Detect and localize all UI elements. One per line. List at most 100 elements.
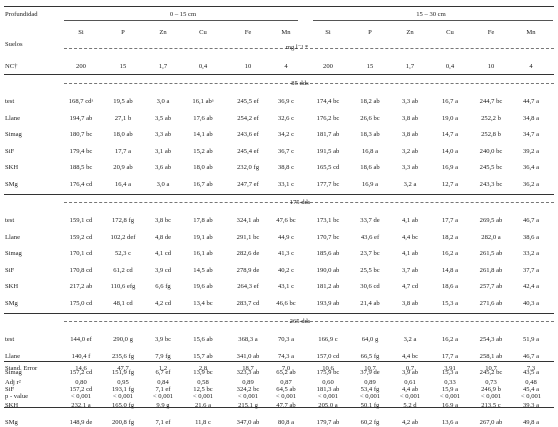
table-cell: 41,3 c — [277, 250, 295, 257]
unit-label: mg.l⁻¹ * — [285, 44, 309, 51]
table-cell: 3,9 cd — [154, 266, 172, 274]
table-cell: 3,9 bc — [154, 336, 172, 343]
table-cell: 5,2 d — [403, 402, 417, 409]
table-cell: 18,2 ab — [360, 98, 380, 105]
table-cell: 34,7 a — [522, 131, 540, 138]
table-cell: 33,1 c — [277, 180, 295, 188]
element-header-p: P — [121, 29, 125, 36]
table-cell: 61,2 cd — [113, 266, 133, 274]
table-cell: 324,1 ab — [236, 217, 260, 224]
table-cell: 176,4 cd — [69, 180, 93, 188]
stat-cell: < 0,001 — [359, 393, 381, 400]
table-cell: 368,3 a — [238, 336, 258, 343]
table-cell: 257,7 ab — [479, 283, 503, 290]
table-cell: 36,7 c — [277, 147, 295, 155]
table-cell: 64,5 ab — [276, 385, 296, 393]
table-cell: 40,3 a — [522, 299, 540, 307]
nc-label: NC† — [5, 63, 18, 70]
table-cell: 193,1 fg — [112, 385, 134, 393]
table-cell: 159,2 cd — [69, 233, 93, 241]
row-label-sif: SiF — [5, 266, 15, 274]
stat-label: Adj r² — [5, 379, 21, 386]
table-cell: 13,9 bc — [193, 369, 213, 376]
nc-value: 200 — [76, 63, 86, 70]
stat-cell: < 0,001 — [480, 393, 502, 400]
table-cell: 17,7 a — [114, 147, 132, 155]
table-cell: 247,7 ef — [237, 180, 259, 188]
table-cell: 3,8 ab — [401, 131, 419, 138]
table-cell: 181,3 ab — [316, 385, 340, 393]
section-dashed-line — [64, 321, 554, 322]
table-cell: 177,7 bc — [316, 180, 340, 188]
row-label-test: test — [5, 336, 15, 343]
table-cell: 26,6 bc — [360, 114, 380, 122]
row-label-skh: SKH — [5, 164, 19, 171]
table-cell: 3,2 a — [403, 180, 417, 188]
table-cell: 13,6 a — [441, 418, 459, 426]
table-cell: 254,2 ef — [237, 114, 259, 122]
table-cell: 16,9 a — [361, 180, 379, 188]
table-cell: 3,3 ab — [401, 164, 419, 171]
table-cell: 148,9 de — [69, 418, 93, 426]
table-cell: 45,4 a — [522, 385, 540, 393]
nc-value: 1,7 — [158, 63, 168, 70]
table-cell: 194,7 ab — [69, 114, 93, 122]
table-cell: 341,0 ab — [236, 352, 260, 360]
table-cell: 16,1 ab — [193, 250, 213, 257]
table-cell: 264,3 ef — [237, 283, 259, 290]
depth-0-15-header: 0 – 15 cm — [169, 11, 197, 18]
table-cell: 235,6 fg — [112, 352, 134, 360]
table-cell: 21,4 ab — [360, 299, 380, 307]
table-cell: 3,3 ab — [154, 131, 172, 138]
table-cell: 30,6 cd — [360, 283, 380, 290]
depth-15-30-underline — [313, 20, 553, 21]
table-cell: 3,1 ab — [154, 147, 172, 155]
table-cell: 43,1 c — [277, 283, 295, 290]
nc-value: 200 — [323, 63, 333, 70]
element-header-cu: Cu — [199, 29, 207, 36]
table-cell: 27,1 b — [114, 114, 132, 122]
table-cell: 269,5 ab — [479, 217, 503, 224]
table-cell: 3,8 ab — [401, 114, 419, 122]
table-cell: 6,6 fg — [155, 283, 171, 290]
stat-cell: 47,7 — [117, 365, 129, 372]
table-cell: 243,3 bc — [479, 180, 503, 188]
table-cell: 15,2 ab — [193, 147, 213, 155]
table-cell: 44,9 c — [277, 233, 295, 241]
table-cell: 193,9 ab — [316, 299, 340, 307]
table-cell: 4,7 cd — [401, 283, 419, 290]
table-cell: 157,2 cd — [69, 385, 93, 393]
table-cell: 34,2 c — [277, 131, 295, 138]
element-header-mn: Mn — [526, 29, 536, 36]
stat-cell: 0,7 — [405, 365, 415, 372]
row-label-simag: Simag — [5, 250, 22, 257]
table-cell: 16,2 a — [441, 336, 459, 343]
element-header-zn: Zn — [406, 29, 414, 36]
table-cell: 15,6 ab — [193, 336, 213, 343]
section-dashed-line — [64, 83, 554, 84]
table-cell: 3,3 ab — [401, 98, 419, 105]
table-cell: 48,1 cd — [113, 299, 133, 307]
table-cell: 232,0 fg — [237, 164, 259, 171]
section-dashed-line — [64, 202, 554, 203]
table-cell: 240,0 bc — [479, 147, 503, 155]
table-cell: 70,3 a — [277, 336, 295, 343]
section-label-265-dds: 265 dds — [289, 318, 311, 325]
table-cell: 40,2 c — [277, 266, 295, 274]
row-label-test: test — [5, 98, 15, 105]
table-cell: 232,1 a — [71, 402, 91, 409]
table-cell: 176,2 bc — [316, 114, 340, 122]
row-label-skh: SKH — [5, 402, 19, 409]
stat-cell: 10,6 — [322, 365, 334, 372]
stat-cell: 10,7 — [364, 365, 376, 372]
table-cell: 347,0 ab — [236, 418, 260, 426]
stat-cell: < 0,001 — [399, 393, 421, 400]
row-label-sif: SiF — [5, 147, 15, 155]
stat-cell: < 0,001 — [112, 393, 134, 400]
soils-header: Suelos — [5, 41, 23, 48]
table-cell: 144,0 ef — [70, 336, 92, 343]
table-cell: 4,2 cd — [154, 299, 172, 307]
table-cell: 165,5 cd — [316, 164, 340, 171]
table-cell: 3,5 ab — [154, 114, 172, 122]
table-cell: 159,1 cd — [69, 217, 93, 224]
